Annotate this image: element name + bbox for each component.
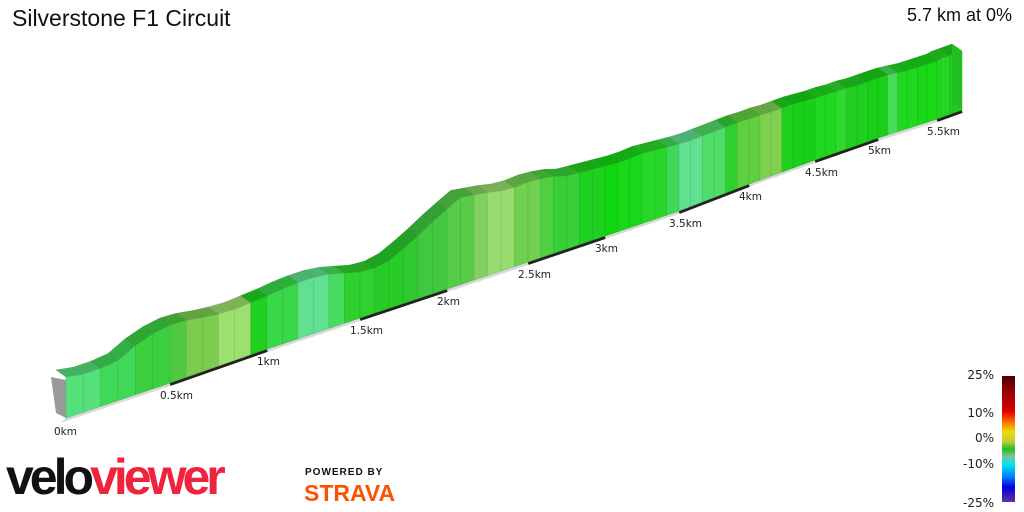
distance-tick-label: 4.5km <box>805 167 838 179</box>
gradient-legend: 25% 10% 0% -10% -25% <box>940 368 1024 512</box>
distance-tick-label: 5km <box>868 145 891 157</box>
distance-tick-label: 2km <box>437 296 460 308</box>
legend-label: -25% <box>962 496 994 510</box>
distance-tick-label: 1.5km <box>350 325 383 337</box>
distance-tick-label: 3km <box>595 243 618 255</box>
legend-label: 25% <box>967 368 994 382</box>
route-summary: 5.7 km at 0% <box>906 5 1012 25</box>
gradient-color-scale <box>1002 376 1015 502</box>
distance-tick-label: 1km <box>257 356 280 368</box>
logo-viewer: viewer <box>90 449 226 505</box>
elevation-profile-3d <box>51 43 963 419</box>
powered-by-label: POWERED BY <box>305 467 384 478</box>
veloviewer-logo: veloviewer <box>6 449 226 505</box>
distance-tick-label: 2.5km <box>518 269 551 281</box>
distance-tick-label: 0km <box>54 426 77 438</box>
legend-label: 0% <box>974 431 994 445</box>
legend-label: 10% <box>967 406 994 420</box>
distance-tick-label: 3.5km <box>669 218 702 230</box>
distance-tick-labels: 0km 0.5km 1km 1.5km 2km 2.5km 3km 3.5km 4km 4.5km… <box>54 126 960 438</box>
distance-tick-label: 0.5km <box>160 390 193 402</box>
logo-velo: velo <box>6 449 94 505</box>
strava-logo: STRAVA <box>304 480 396 506</box>
distance-tick-label: 5.5km <box>927 126 960 138</box>
distance-tick-label: 4km <box>739 191 762 203</box>
legend-label: -10% <box>962 457 994 471</box>
distance-axis <box>60 109 963 423</box>
route-title: Silverstone F1 Circuit <box>12 5 231 31</box>
